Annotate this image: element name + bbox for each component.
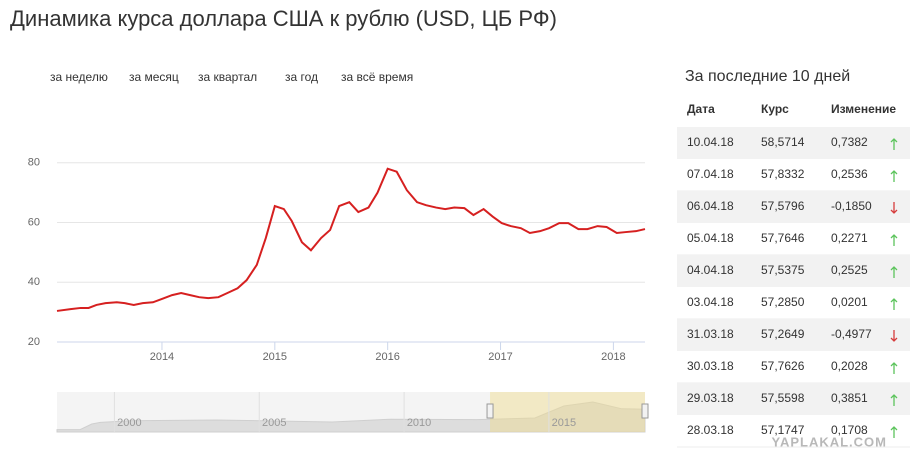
navigator-tick-label: 2015 — [552, 417, 576, 429]
navigator-tick-label: 2010 — [407, 417, 431, 429]
cell: 0,2271 — [831, 231, 868, 245]
tab[interactable]: за квартал — [198, 70, 257, 84]
cell: 0,0201 — [831, 295, 868, 309]
navigator-tick-label: 2005 — [262, 417, 286, 429]
row-bg — [677, 383, 910, 415]
row-bg — [677, 127, 910, 159]
cell: 0,2028 — [831, 359, 868, 373]
cell: 0,1708 — [831, 423, 868, 437]
tab[interactable]: за год — [285, 70, 318, 84]
x-tick-label: 2018 — [601, 351, 625, 363]
arrow-up — [890, 426, 898, 438]
arrow-up — [890, 234, 898, 246]
cell: 0,2536 — [831, 167, 868, 181]
arrow-up — [890, 266, 898, 278]
cell: 0,3851 — [831, 391, 868, 405]
arrow-up — [890, 170, 898, 182]
cell: 57,2649 — [761, 327, 805, 341]
column-header: Курс — [761, 102, 789, 116]
cell: 57,7626 — [761, 359, 805, 373]
cell: 29.03.18 — [687, 391, 734, 405]
row-bg — [677, 255, 910, 287]
column-header: Изменение — [831, 102, 896, 116]
cell: -0,4977 — [831, 327, 872, 341]
cell: 57,8332 — [761, 167, 805, 181]
cell: 31.03.18 — [687, 327, 734, 341]
watermark: YAPLAKAL.COM — [771, 434, 887, 449]
cell: 07.04.18 — [687, 167, 734, 181]
arrow-down — [890, 202, 898, 214]
navigator-selection[interactable] — [490, 392, 645, 432]
y-tick-label: 60 — [28, 216, 40, 228]
cell: 57,1747 — [761, 423, 805, 437]
y-tick-label: 20 — [28, 336, 40, 348]
arrow-down — [890, 330, 898, 342]
navigator-handle[interactable] — [641, 403, 649, 419]
arrow-up — [890, 362, 898, 374]
table-title: За последние 10 дней — [685, 68, 850, 85]
row-bg — [677, 319, 910, 351]
tab[interactable]: за месяц — [129, 70, 179, 84]
cell: 57,5598 — [761, 391, 805, 405]
x-tick-label: 2016 — [375, 351, 399, 363]
column-header: Дата — [687, 102, 715, 116]
cell: 58,5714 — [761, 135, 805, 149]
navigator-area — [56, 401, 646, 433]
cell: 0,2525 — [831, 263, 868, 277]
tab[interactable]: за неделю — [50, 70, 108, 84]
cell: 30.03.18 — [687, 359, 734, 373]
x-tick-label: 2015 — [263, 351, 287, 363]
cell: 57,5796 — [761, 199, 805, 213]
navigator-handle[interactable] — [486, 403, 494, 419]
arrow-up — [890, 298, 898, 310]
arrow-up — [890, 394, 898, 406]
tab[interactable]: за всё время — [341, 70, 413, 84]
price-line — [56, 167, 646, 312]
navigator-tick-label: 2000 — [117, 417, 141, 429]
cell: 04.04.18 — [687, 263, 734, 277]
page-title: Динамика курса доллара США к рублю (USD,… — [10, 6, 557, 31]
x-tick-label: 2014 — [150, 351, 174, 363]
cell: 0,7382 — [831, 135, 868, 149]
cell: 06.04.18 — [687, 199, 734, 213]
cell: 57,5375 — [761, 263, 805, 277]
cell: -0,1850 — [831, 199, 872, 213]
x-tick-label: 2017 — [488, 351, 512, 363]
cell: 57,2850 — [761, 295, 805, 309]
cell: 57,7646 — [761, 231, 805, 245]
cell: 05.04.18 — [687, 231, 734, 245]
y-tick-label: 80 — [28, 157, 40, 169]
cell: 03.04.18 — [687, 295, 734, 309]
arrow-up — [890, 138, 898, 150]
row-bg — [677, 191, 910, 223]
y-tick-label: 40 — [28, 276, 40, 288]
cell: 10.04.18 — [687, 135, 734, 149]
cell: 28.03.18 — [687, 423, 734, 437]
